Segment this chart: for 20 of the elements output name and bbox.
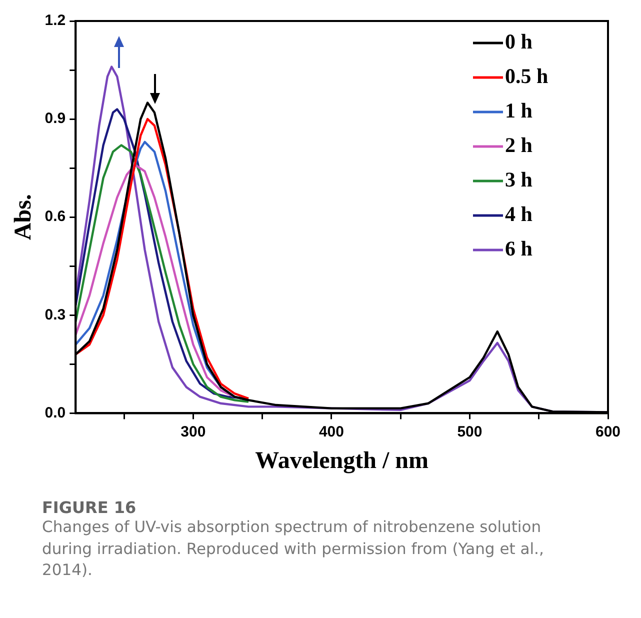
y-tick-label: 0.9	[44, 110, 66, 128]
text: Changes of UV-vis absorption spectrum of nitrobenzene solution during irradiation. Reproduced with permission from (Yang et al., 2014).	[42, 517, 545, 582]
legend-label: 6 h	[505, 236, 533, 260]
legend-label: 4 h	[505, 202, 533, 226]
legend-label: 3 h	[505, 167, 533, 192]
legend-label: 0.5 h	[505, 64, 548, 88]
legend-label: 2 h	[505, 132, 533, 157]
x-tick-label: 300	[180, 423, 206, 440]
y-tick-label: 0.3	[44, 306, 66, 324]
y-tick-label: 1.2	[44, 12, 66, 30]
y-axis-title: Abs.	[10, 194, 37, 240]
y-tick-label: 0.0	[44, 404, 66, 422]
x-axis-title: Wavelength / nm	[255, 448, 429, 474]
x-tick-label: 400	[318, 423, 344, 440]
legend-label: 1 h	[505, 98, 533, 122]
x-tick-label: 600	[595, 423, 621, 440]
x-tick-label: 500	[457, 423, 482, 440]
legend-label: 0 h	[505, 29, 533, 54]
text: FIGURE 16	[42, 498, 138, 517]
y-tick-label: 0.6	[44, 208, 66, 226]
